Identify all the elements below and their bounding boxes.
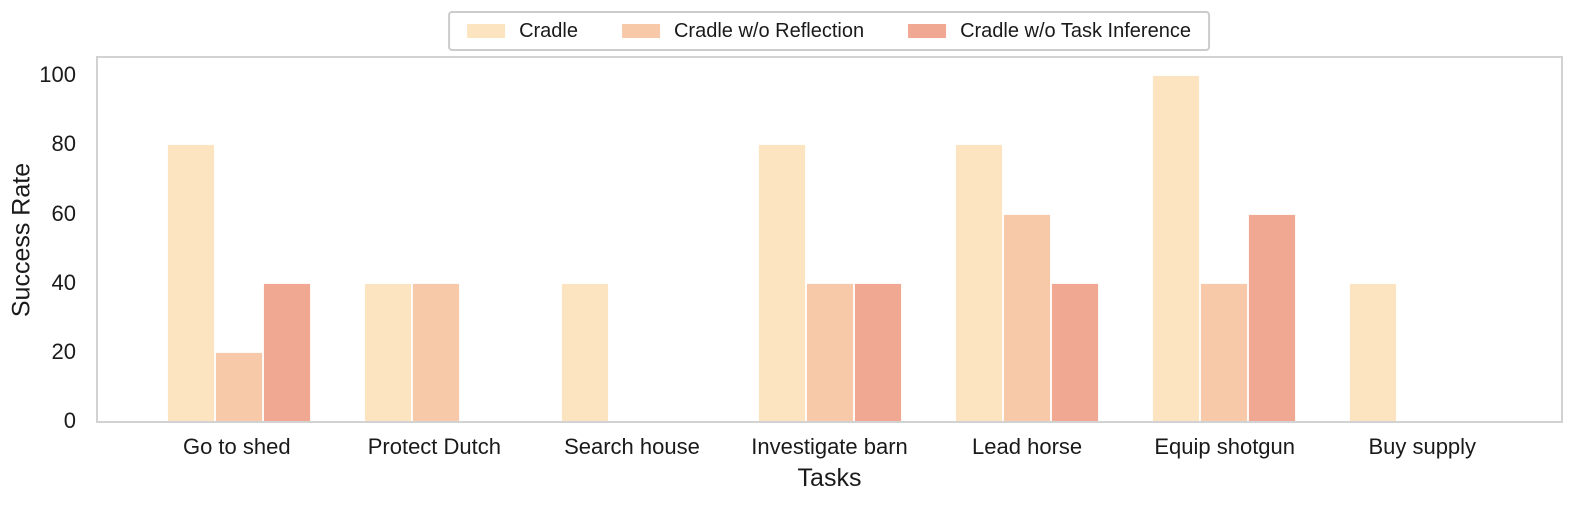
x-tick-label: Search house (564, 434, 700, 459)
bar (363, 282, 412, 421)
bar-group (534, 58, 731, 421)
bar (1199, 282, 1248, 421)
x-axis-ticks: Go to shed Protect Dutch Search house Inves… (96, 434, 1563, 460)
bar (560, 282, 609, 421)
bar (214, 351, 263, 421)
y-axis-ticks: 0 20 40 60 80 100 (0, 58, 76, 432)
x-axis-label: Tasks (797, 464, 862, 492)
bar (1348, 282, 1397, 421)
bar (1151, 75, 1200, 421)
bar (1050, 282, 1099, 421)
x-tick-label: Buy supply (1368, 434, 1477, 459)
bar (166, 144, 215, 421)
bar (853, 282, 902, 421)
legend: Cradle Cradle w/o Reflection Cradle w/o Ta… (448, 11, 1210, 51)
bar-group (1125, 58, 1322, 421)
legend-label: Cradle w/o Task Inference (960, 20, 1191, 42)
bar (262, 282, 311, 421)
bar (411, 282, 460, 421)
bar (757, 144, 806, 421)
bars-container (98, 58, 1561, 421)
bar-group (140, 58, 337, 421)
legend-label: Cradle (519, 20, 578, 42)
legend-swatch (467, 24, 506, 38)
x-tick-label: Protect Dutch (367, 434, 501, 459)
y-tick-label: 100 (39, 62, 76, 88)
legend-item: Cradle (467, 19, 578, 43)
x-tick-label: Investigate barn (751, 434, 908, 459)
bar-group (1322, 58, 1519, 421)
bar (805, 282, 854, 421)
legend-label: Cradle w/o Reflection (673, 20, 865, 42)
bar (1002, 213, 1051, 421)
x-tick-label: Equip shotgun (1154, 434, 1296, 459)
x-tick-label: Go to shed (182, 434, 291, 459)
plot-area (96, 56, 1563, 423)
legend-item: Cradle w/o Task Inference (908, 19, 1191, 43)
y-tick-label: 80 (51, 131, 76, 157)
legend-swatch (908, 24, 947, 38)
legend-item: Cradle w/o Reflection (621, 19, 865, 43)
bar (1247, 213, 1296, 421)
y-tick-label: 0 (63, 408, 76, 433)
bar-group (337, 58, 534, 421)
bar-group (731, 58, 928, 421)
bar-group (928, 58, 1125, 421)
y-tick-label: 20 (51, 338, 76, 364)
y-tick-label: 60 (51, 200, 76, 226)
x-tick-label: Lead horse (972, 434, 1083, 459)
legend-swatch (621, 24, 660, 38)
y-tick-label: 40 (51, 269, 76, 295)
bar (954, 144, 1003, 421)
